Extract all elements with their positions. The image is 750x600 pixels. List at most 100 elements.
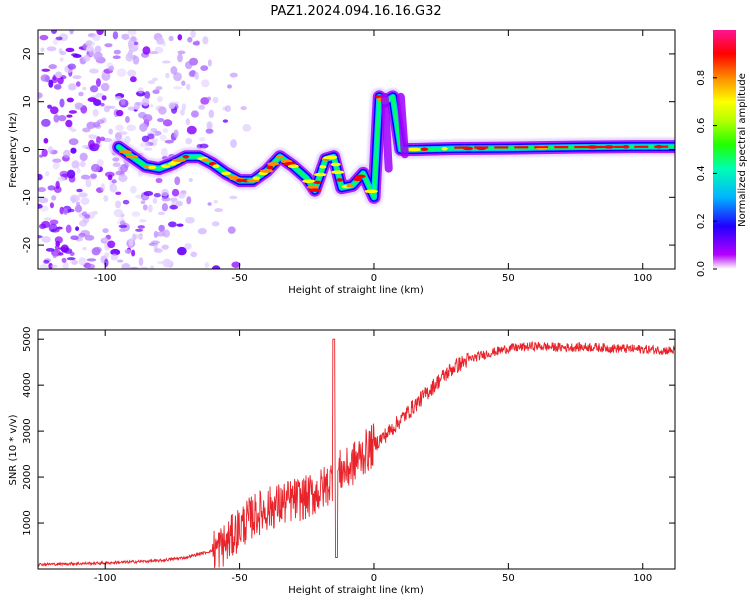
- snr-y-label: SNR (10 * v/v): [8, 414, 19, 485]
- noise-blob: [197, 228, 207, 235]
- noise-blob: [41, 220, 51, 228]
- noise-blob: [75, 226, 80, 231]
- noise-blob: [121, 33, 130, 40]
- noise-blob: [131, 249, 136, 257]
- noise-blob: [51, 264, 58, 268]
- noise-blob: [227, 84, 232, 89]
- noise-blob: [78, 234, 85, 239]
- noise-blob: [231, 261, 241, 268]
- noise-blob: [110, 253, 119, 261]
- noise-blob: [195, 40, 200, 46]
- noise-blob: [152, 197, 158, 204]
- noise-blob: [118, 174, 128, 183]
- noise-blob: [86, 263, 96, 269]
- noise-blob: [55, 71, 63, 79]
- noise-blob: [161, 60, 171, 64]
- noise-blob: [53, 185, 62, 194]
- x-tick-label: -100: [94, 273, 117, 284]
- noise-blob: [118, 131, 128, 136]
- x-tick-label: 0: [371, 573, 377, 584]
- noise-blob: [49, 106, 59, 115]
- noise-blob: [116, 68, 127, 77]
- noise-blob: [92, 108, 99, 117]
- noise-blob: [162, 119, 173, 127]
- noise-blob: [38, 187, 47, 193]
- snr-series-line: [38, 338, 675, 569]
- noise-blob: [185, 83, 191, 91]
- noise-blob: [204, 262, 210, 268]
- noise-blob: [95, 78, 101, 87]
- x-tick-label: -100: [94, 573, 117, 584]
- noise-blob: [47, 104, 52, 109]
- noise-blob: [69, 30, 74, 35]
- noise-blob: [162, 258, 172, 268]
- ridge-hotspot: [236, 178, 244, 183]
- snr-x-label: Height of straight line (km): [288, 585, 424, 596]
- noise-blob: [71, 160, 80, 169]
- noise-blob: [190, 110, 199, 118]
- x-tick-label: -50: [231, 273, 247, 284]
- noise-blob: [80, 197, 90, 205]
- noise-blob: [63, 149, 71, 159]
- y-tick-label: -20: [22, 237, 33, 253]
- ridge-hotspot: [331, 170, 345, 175]
- noise-blob: [119, 220, 126, 226]
- noise-blob: [46, 46, 57, 52]
- y-tick-label: 20: [22, 48, 33, 61]
- spectrogram-x-label: Height of straight line (km): [288, 285, 424, 296]
- noise-blob: [158, 106, 167, 115]
- noise-blob: [39, 263, 49, 269]
- noise-blob: [147, 204, 153, 213]
- ridge-hotspot: [267, 162, 280, 166]
- noise-blob: [115, 200, 122, 209]
- noise-blob: [120, 163, 129, 173]
- noise-blob: [48, 262, 53, 269]
- noise-blob: [161, 196, 171, 202]
- colorbar: 0.0 0.2 0.4 0.6 0.8 Normalized spectral ampl…: [696, 30, 748, 277]
- noise-blob: [162, 229, 171, 238]
- noise-blob: [133, 41, 139, 46]
- ridge-hotspot: [182, 154, 190, 159]
- ridge-hotspot: [212, 164, 220, 169]
- noise-blob: [174, 176, 181, 186]
- ridge-peak-band: [454, 145, 675, 149]
- noise-blob: [139, 266, 149, 269]
- spectrogram-ridge: [109, 87, 675, 207]
- noise-blob: [161, 188, 169, 197]
- snr-y-ticks: 1000 2000 3000 4000 5000: [22, 326, 675, 536]
- noise-blob: [41, 118, 51, 127]
- noise-blob: [185, 216, 195, 224]
- noise-blob: [138, 257, 144, 267]
- noise-blob: [63, 207, 68, 215]
- noise-blob: [126, 124, 137, 132]
- snr-panel: -100 -50 0 50 100 1000 2000 3000 4000 5000 Heigh…: [8, 326, 676, 596]
- noise-blob: [56, 226, 63, 230]
- noise-blob: [170, 66, 178, 75]
- ridge-hotspot: [353, 177, 363, 182]
- noise-blob: [170, 197, 178, 203]
- noise-blob: [108, 128, 114, 135]
- noise-blob: [113, 49, 121, 55]
- noise-blob: [229, 195, 238, 200]
- noise-blob: [61, 257, 67, 263]
- noise-blob: [82, 246, 87, 251]
- noise-blob: [76, 201, 81, 206]
- noise-blob: [103, 105, 111, 113]
- x-tick-label: 0: [371, 273, 377, 284]
- noise-blob: [65, 224, 72, 234]
- noise-blob: [157, 96, 163, 103]
- ridge-hotspot: [172, 158, 186, 163]
- y-tick-label: -10: [22, 189, 33, 205]
- noise-blob: [127, 30, 137, 36]
- noise-blob: [100, 102, 105, 107]
- noise-blob: [116, 259, 124, 263]
- noise-blob: [38, 173, 43, 181]
- noise-blob: [93, 51, 103, 61]
- ridge-hotspot: [336, 178, 343, 182]
- y-tick-label: 1000: [22, 510, 33, 535]
- noise-blob: [157, 118, 165, 123]
- noise-blob: [41, 68, 51, 72]
- x-tick-label: 50: [502, 273, 515, 284]
- noise-blob: [101, 95, 107, 101]
